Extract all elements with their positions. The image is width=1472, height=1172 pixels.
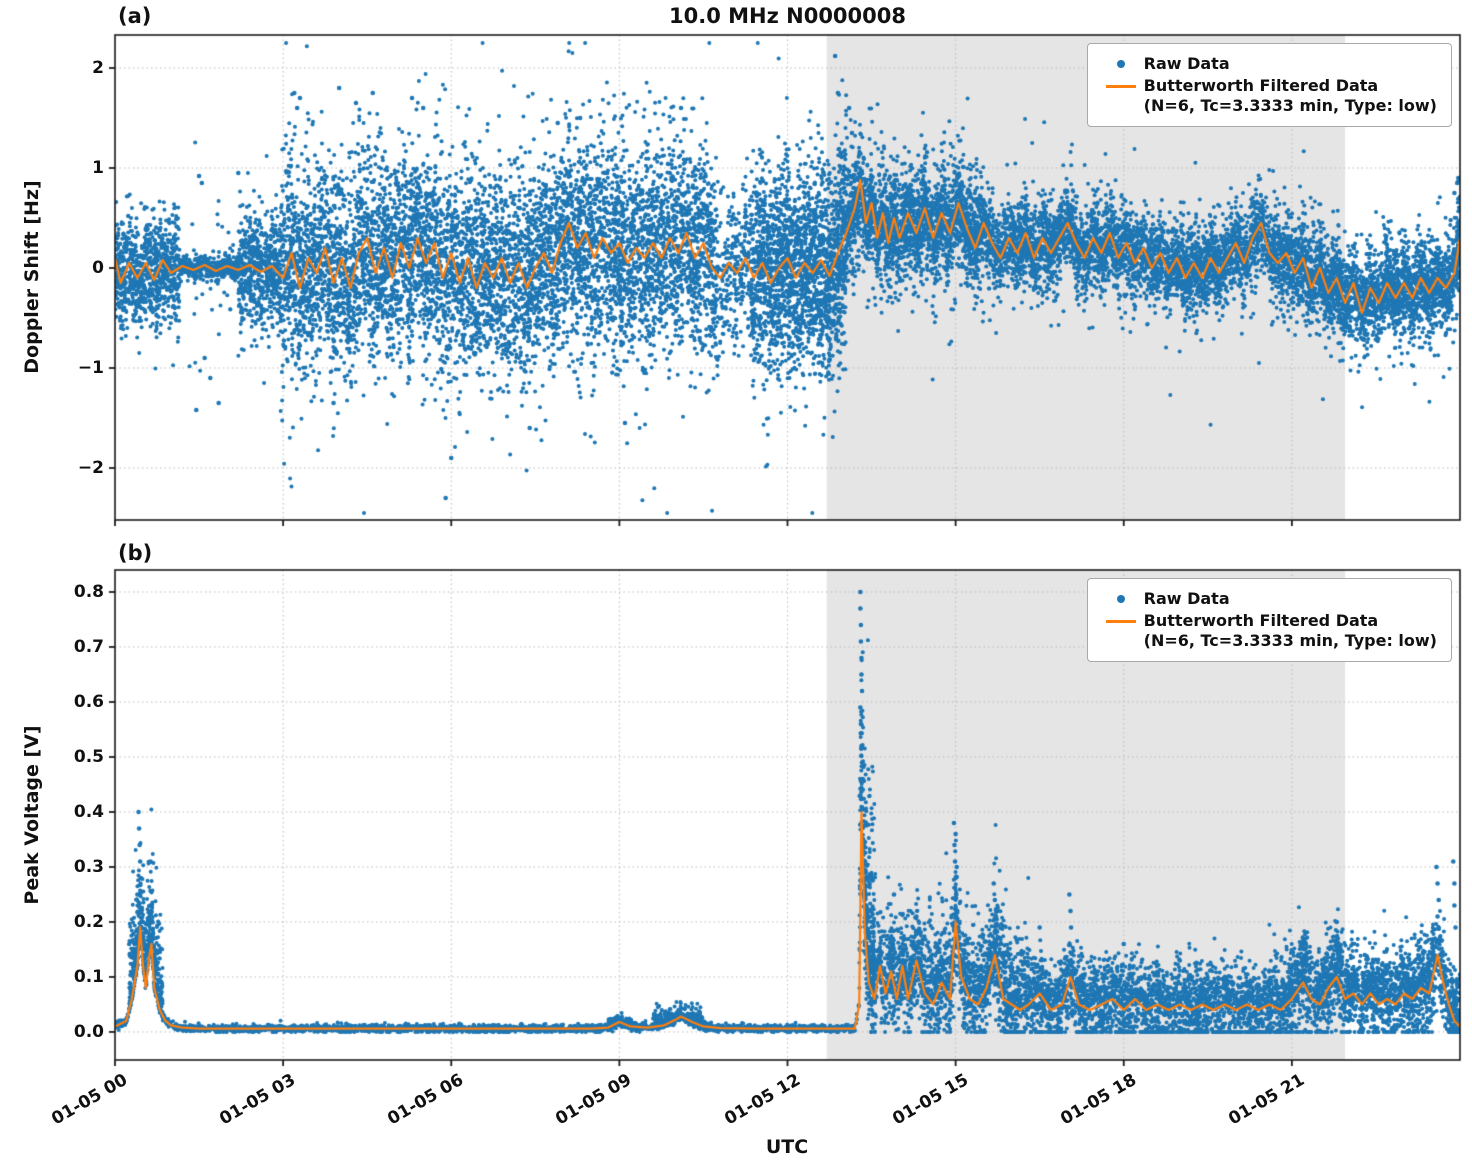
legend-row-raw: Raw Data bbox=[1098, 589, 1437, 609]
y-tick-label: −1 bbox=[77, 358, 104, 378]
filtered-data-marker bbox=[1098, 611, 1144, 623]
legend-raw-label: Raw Data bbox=[1143, 589, 1230, 608]
legend-filtered-label: Butterworth Filtered Data (N=6, Tc=3.333… bbox=[1144, 76, 1437, 116]
y-tick-label: 0.7 bbox=[73, 636, 104, 657]
y-tick-label: 0.0 bbox=[73, 1021, 104, 1042]
y-tick-label: 0.3 bbox=[73, 856, 104, 877]
y-tick-label: 0.5 bbox=[73, 746, 104, 767]
y-axis-label-doppler: Doppler Shift [Hz] bbox=[21, 180, 43, 374]
panel-b-label: (b) bbox=[118, 541, 153, 565]
legend-panel-b: Raw Data Butterworth Filtered Data (N=6,… bbox=[1086, 578, 1452, 662]
x-axis-label: UTC bbox=[765, 1136, 809, 1158]
y-tick-label: 2 bbox=[92, 58, 104, 78]
legend-row-raw: Raw Data bbox=[1098, 54, 1437, 74]
legend-filtered-params: (N=6, Tc=3.3333 min, Type: low) bbox=[1143, 96, 1437, 115]
legend-filtered-name: Butterworth Filtered Data bbox=[1143, 76, 1379, 95]
legend-row-filtered: Butterworth Filtered Data (N=6, Tc=3.333… bbox=[1098, 611, 1437, 651]
filtered-line-icon bbox=[1105, 620, 1136, 623]
legend-raw-label: Raw Data bbox=[1143, 54, 1230, 73]
legend-filtered-params: (N=6, Tc=3.3333 min, Type: low) bbox=[1143, 631, 1437, 650]
raw-data-marker bbox=[1098, 54, 1144, 68]
y-tick-label: 0.4 bbox=[73, 801, 104, 822]
y-tick-label: −2 bbox=[77, 458, 104, 478]
filtered-data-marker bbox=[1098, 76, 1144, 88]
raw-dot-icon bbox=[1116, 60, 1125, 68]
y-tick-label: 1 bbox=[92, 158, 104, 178]
y-tick-label: 0.1 bbox=[73, 966, 104, 987]
raw-dot-icon bbox=[1116, 595, 1125, 603]
y-tick-label: 0 bbox=[92, 258, 104, 278]
filtered-line-icon bbox=[1105, 85, 1136, 88]
raw-data-marker bbox=[1098, 589, 1144, 603]
y-tick-label: 0.2 bbox=[73, 911, 104, 932]
y-tick-label: 0.8 bbox=[73, 581, 104, 602]
legend-filtered-name: Butterworth Filtered Data bbox=[1143, 611, 1379, 630]
y-tick-label: 0.6 bbox=[73, 691, 104, 712]
legend-panel-a: Raw Data Butterworth Filtered Data (N=6,… bbox=[1086, 43, 1452, 127]
y-axis-label-voltage: Peak Voltage [V] bbox=[21, 725, 43, 905]
chart-title: 10.0 MHz N0000008 bbox=[669, 4, 906, 28]
legend-filtered-label: Butterworth Filtered Data (N=6, Tc=3.333… bbox=[1144, 611, 1437, 651]
legend-row-filtered: Butterworth Filtered Data (N=6, Tc=3.333… bbox=[1098, 76, 1437, 116]
panel-a-label: (a) bbox=[118, 4, 152, 28]
